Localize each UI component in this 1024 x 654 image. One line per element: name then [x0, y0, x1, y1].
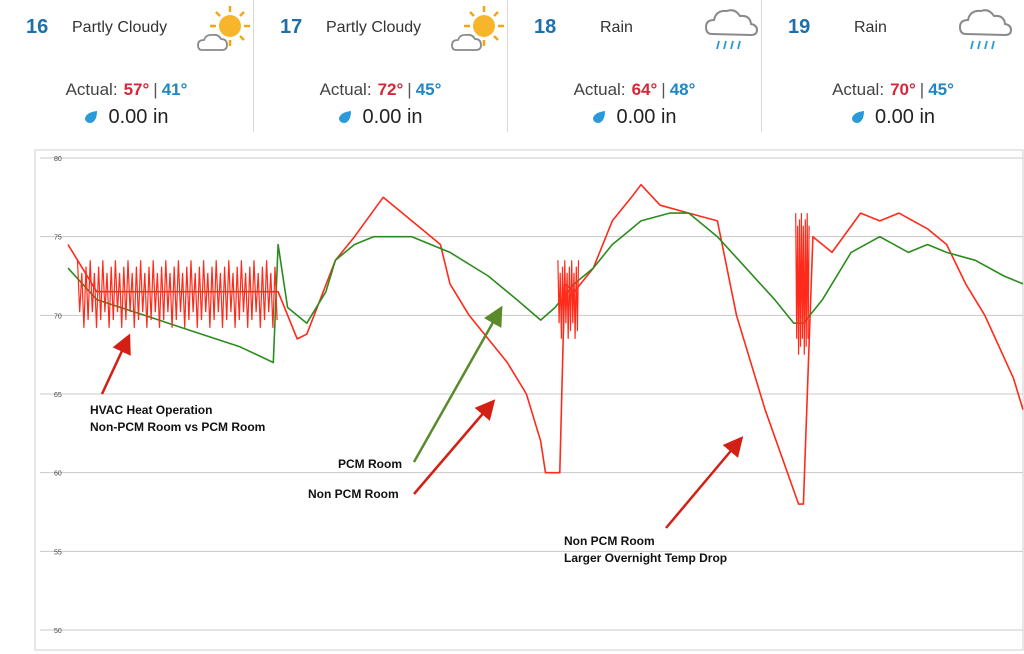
annotation-hvac: HVAC Heat Operation Non-PCM Room vs PCM … — [90, 402, 265, 436]
hvac-cycling-day19 — [795, 213, 810, 355]
low-temp: 45° — [415, 80, 442, 99]
hvac-cycling-day18 — [557, 260, 580, 339]
weather-day-16: 16 Partly Cloudy Actual: 57° | 41° 0.00 in — [0, 0, 254, 132]
y-tick-label: 70 — [54, 313, 62, 320]
weather-day-18: 18 Rain Actual: 64° | 48° 0.00 in — [508, 0, 762, 132]
series-lines — [67, 183, 1024, 505]
temp-separator: | — [407, 80, 412, 99]
rain-icon — [704, 9, 759, 50]
y-tick-label: 75 — [54, 235, 62, 242]
weather-day-17: 17 Partly Cloudy Actual: 72° | 45° 0.00 in — [254, 0, 508, 132]
arrow-hvac — [100, 333, 131, 395]
gridlines — [40, 157, 1023, 631]
temp-separator: | — [919, 80, 925, 99]
arrow-overnight-drop — [665, 436, 744, 529]
precip-amount: 0.00 in — [362, 106, 423, 128]
high-temp: 72° — [377, 80, 404, 99]
actual-temps: Actual: 64° | 48° — [508, 80, 761, 100]
partly-cloudy-icon — [451, 6, 504, 51]
weather-strip: 16 Partly Cloudy Actual: 57° | 41° 0.00 in … — [0, 0, 1024, 132]
day-number: 16 — [26, 16, 49, 38]
low-temp: 48° — [669, 80, 696, 99]
y-tick-label: 55 — [54, 549, 62, 556]
day-number: 17 — [280, 16, 303, 38]
rain-icon — [958, 9, 1013, 50]
raindrop-icon — [339, 111, 352, 123]
weather-day-19: 19 Rain Actual: 70° | 45° 0.00 in — [762, 0, 1024, 132]
partly-cloudy-icon — [197, 6, 250, 51]
day-condition: Rain — [600, 19, 633, 36]
annotation-overnight-drop: Non PCM Room Larger Overnight Temp Drop — [564, 533, 727, 567]
high-temp: 57° — [123, 80, 150, 99]
annotation-arrows — [100, 305, 744, 529]
temp-separator: | — [153, 80, 158, 99]
low-temp: 45° — [928, 80, 954, 99]
day-condition: Rain — [854, 19, 887, 36]
y-tick-label: 65 — [54, 392, 62, 399]
temp-separator: | — [661, 80, 666, 99]
chart-canvas: 50 55 60 65 70 75 80 — [34, 149, 1024, 651]
annotation-line: Non PCM Room — [564, 534, 655, 548]
actual-temps: Actual: 57° | 41° — [0, 80, 253, 100]
hvac-cycling-day16 — [76, 260, 278, 328]
non-pcm-room-line — [67, 183, 1024, 505]
precip-amount: 0.00 in — [874, 106, 936, 128]
actual-label: Actual: — [319, 80, 372, 99]
actual-label: Actual: — [832, 80, 885, 99]
high-temp: 64° — [631, 80, 658, 99]
raindrop-icon — [851, 111, 864, 123]
actual-temps: Actual: 70° | 45° — [762, 80, 1024, 100]
annotation-non-pcm-room: Non PCM Room — [308, 486, 399, 503]
y-tick-label: 50 — [54, 628, 62, 635]
annotation-pcm-room: PCM Room — [338, 456, 402, 473]
precipitation: 0.00 in — [254, 106, 507, 129]
annotation-line: PCM Room — [338, 457, 402, 471]
low-temp: 41° — [161, 80, 188, 99]
y-tick-label: 60 — [54, 471, 62, 478]
precipitation: 0.00 in — [508, 106, 761, 129]
day-number: 19 — [788, 16, 811, 38]
y-tick-labels: 50 55 60 65 70 75 80 — [54, 156, 62, 635]
precipitation: 0.00 in — [0, 106, 253, 129]
actual-label: Actual: — [573, 80, 626, 99]
temperature-chart: 50 55 60 65 70 75 80 HVAC Heat Operation Non-P… — [30, 148, 1024, 654]
raindrop-icon — [85, 111, 98, 123]
precip-amount: 0.00 in — [616, 106, 677, 128]
precip-amount: 0.00 in — [108, 106, 169, 128]
arrow-pcm-room — [412, 305, 503, 463]
raindrop-icon — [593, 111, 606, 123]
y-tick-label: 80 — [54, 156, 62, 163]
annotation-line: Larger Overnight Temp Drop — [564, 551, 728, 565]
precipitation: 0.00 in — [762, 106, 1024, 129]
annotation-line: Non PCM Room — [308, 487, 399, 501]
day-number: 18 — [534, 16, 557, 38]
annotation-line: HVAC Heat Operation — [90, 403, 213, 417]
annotation-line: Non-PCM Room vs PCM Room — [90, 420, 266, 434]
day-condition: Partly Cloudy — [326, 19, 422, 36]
actual-label: Actual: — [65, 80, 118, 99]
arrow-non-pcm-room — [413, 399, 496, 495]
day-condition: Partly Cloudy — [72, 19, 168, 36]
actual-temps: Actual: 72° | 45° — [254, 80, 507, 100]
high-temp: 70° — [890, 80, 916, 99]
